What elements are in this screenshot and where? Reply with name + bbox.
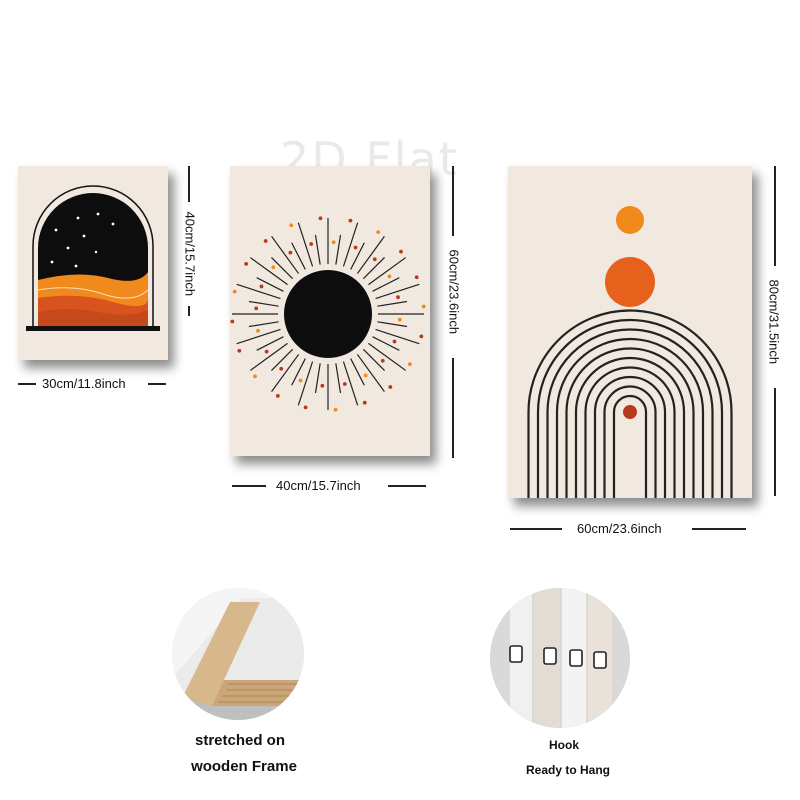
frame-caption-line1: stretched on (194, 732, 285, 749)
panel-2-height-label: 60cm/23.6inch (446, 249, 462, 335)
panel-2-width-label: 40cm/15.7inch (276, 478, 361, 493)
panel-2-height-line-top (452, 166, 454, 236)
panel-1-height-line-bottom (188, 306, 190, 316)
panel-3-width-line-right (692, 528, 746, 530)
moon-arch-illustration (26, 185, 160, 331)
hook-photo (490, 588, 630, 728)
panel-3-arch-art (508, 166, 752, 498)
panel-2-sun-art (230, 166, 430, 456)
frame-caption-line2: wooden Frame (191, 758, 297, 775)
panel-1-height-label: 40cm/15.7inch (182, 211, 198, 297)
panel-1-moon-art (18, 166, 168, 360)
panel-3-width-label: 60cm/23.6inch (577, 521, 662, 536)
panel-1-width-label: 30cm/11.8inch (42, 376, 126, 391)
sunburst-illustration (230, 216, 426, 412)
hook-caption-line1: Hook (549, 738, 579, 752)
panel-1-width-line-right (148, 383, 166, 385)
panel-3-height-line-bottom (774, 388, 776, 496)
panel-3-height-line-top (774, 166, 776, 266)
wooden-frame-photo (172, 588, 304, 720)
panel-3-width-line-left (510, 528, 562, 530)
rainbow-arch-illustration (527, 206, 733, 498)
panel-3-height-label: 80cm/31.5inch (766, 279, 782, 365)
hook-caption-line2: Ready to Hang (525, 763, 610, 777)
panel-2-width-line-left (232, 485, 266, 487)
panel-2-width-line-right (388, 485, 426, 487)
panel-2-height-line-bottom (452, 358, 454, 458)
panel-1-width-line-left (18, 383, 36, 385)
panel-1-height-line-top (188, 166, 190, 202)
